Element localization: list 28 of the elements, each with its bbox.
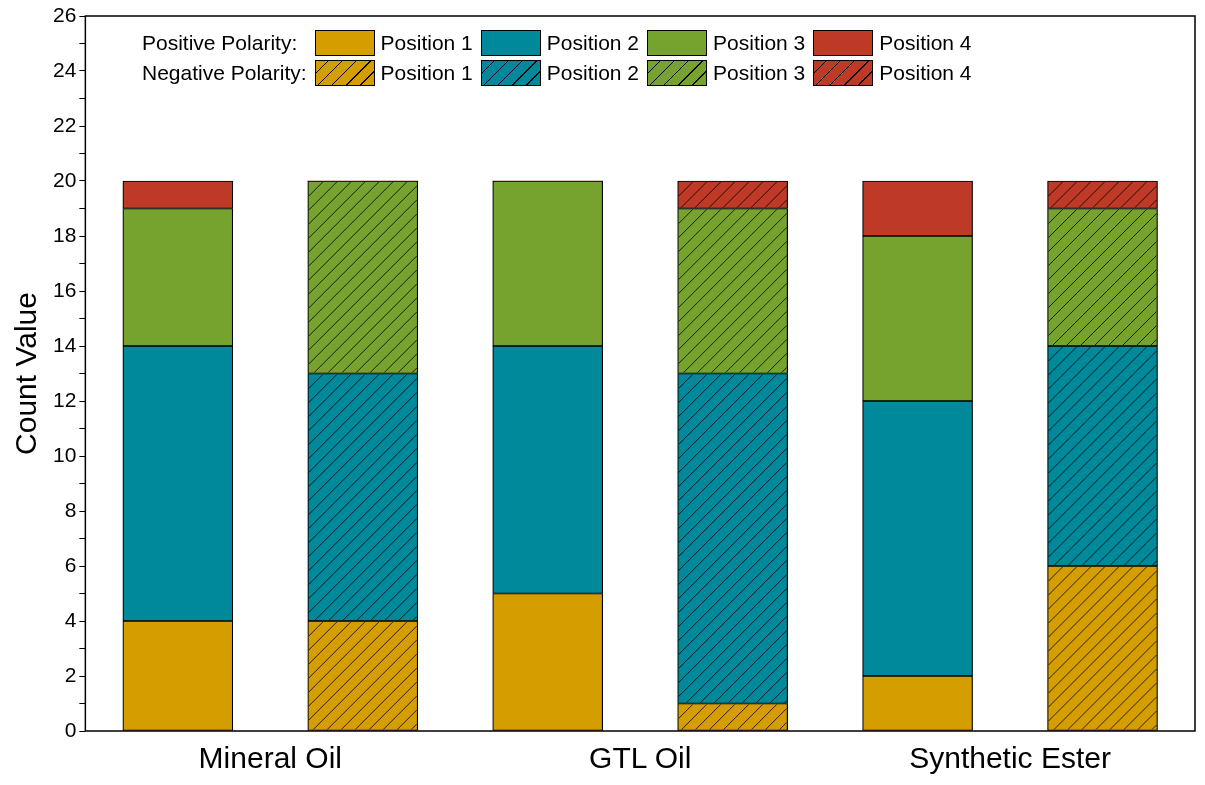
x-tick-label: GTL Oil — [589, 741, 692, 775]
text: Position 2 — [546, 31, 640, 54]
x-tick-label: Mineral Oil — [198, 741, 342, 775]
legend-label: Position 2 — [546, 61, 640, 85]
text: Position 4 — [879, 31, 972, 54]
y-tick-label: 8 — [64, 497, 77, 521]
y-tick-label: 16 — [53, 277, 77, 301]
legend-label: Position 1 — [380, 61, 473, 85]
y-tick-label: 0 — [64, 717, 77, 741]
annotation: Negative Polarity: — [142, 61, 307, 85]
y-tick-label: 14 — [53, 332, 77, 356]
legend-label: Position 4 — [879, 61, 972, 85]
y-tick-label: 10 — [53, 442, 77, 466]
x-tick-label: Synthetic Ester — [909, 741, 1111, 775]
y-axis-title: Count Value — [9, 292, 43, 455]
y-tick-label: 22 — [53, 112, 77, 136]
y-tick-label: 2 — [64, 662, 77, 686]
y-tick-label: 18 — [53, 222, 77, 246]
y-tick-label: 26 — [53, 2, 77, 26]
text: Position 1 — [380, 31, 473, 54]
text: Position 3 — [713, 31, 806, 54]
y-tick-label: 20 — [53, 167, 77, 191]
y-tick-label: 12 — [53, 387, 77, 411]
y-tick-label: 4 — [64, 607, 77, 631]
annotation: Positive Polarity: — [142, 31, 299, 55]
y-tick-label: 24 — [53, 57, 77, 81]
y-tick-label: 6 — [64, 552, 77, 576]
legend-label: Position 3 — [713, 61, 806, 85]
